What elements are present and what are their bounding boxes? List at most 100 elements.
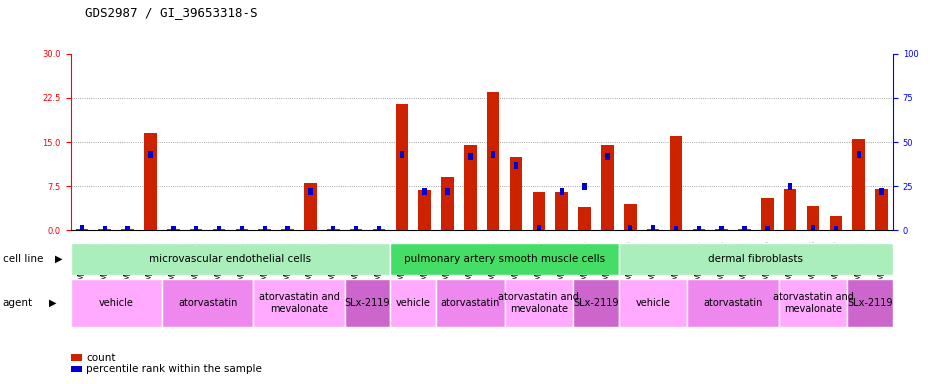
Bar <box>784 189 796 230</box>
Bar <box>305 183 317 230</box>
Bar <box>281 229 294 230</box>
Text: pulmonary artery smooth muscle cells: pulmonary artery smooth muscle cells <box>404 254 605 264</box>
Bar <box>390 279 436 327</box>
Bar <box>377 226 381 233</box>
Bar <box>811 225 815 232</box>
Bar <box>830 216 842 230</box>
Bar <box>619 243 893 275</box>
Text: percentile rank within the sample: percentile rank within the sample <box>86 364 262 374</box>
Bar <box>436 279 505 327</box>
Bar <box>573 279 619 327</box>
Bar <box>605 153 610 160</box>
Bar <box>788 183 792 190</box>
Bar <box>441 177 454 230</box>
Bar <box>834 226 838 233</box>
Bar <box>624 204 636 230</box>
Bar <box>537 225 541 232</box>
Text: dermal fibroblasts: dermal fibroblasts <box>709 254 804 264</box>
Bar <box>308 188 313 195</box>
Text: cell line: cell line <box>3 254 43 264</box>
Bar <box>121 229 133 230</box>
Bar <box>556 192 568 230</box>
Bar <box>149 151 152 158</box>
Bar <box>674 226 678 233</box>
Text: vehicle: vehicle <box>635 298 670 308</box>
Bar <box>687 279 778 327</box>
Bar <box>167 229 180 230</box>
Bar <box>253 279 345 327</box>
Bar <box>847 279 893 327</box>
Bar <box>578 207 591 230</box>
Bar <box>144 133 157 230</box>
Bar <box>738 228 751 230</box>
Bar <box>236 229 248 230</box>
Bar <box>650 225 655 232</box>
Bar <box>99 229 111 230</box>
Text: SLx-2119: SLx-2119 <box>573 298 619 308</box>
Bar <box>880 188 884 195</box>
Bar <box>422 188 427 195</box>
Bar <box>80 225 84 232</box>
Bar <box>75 228 88 230</box>
Text: GDS2987 / GI_39653318-S: GDS2987 / GI_39653318-S <box>85 6 258 19</box>
Bar <box>487 92 499 230</box>
Bar <box>350 229 363 230</box>
Bar <box>171 226 176 233</box>
Bar <box>468 153 473 160</box>
Bar <box>102 226 107 233</box>
Bar <box>693 228 705 230</box>
Bar <box>509 157 523 230</box>
Bar <box>400 151 404 158</box>
Text: atorvastatin and
mevalonate: atorvastatin and mevalonate <box>498 292 579 314</box>
Text: SLx-2119: SLx-2119 <box>847 298 893 308</box>
Bar <box>240 226 244 233</box>
Bar <box>418 190 431 230</box>
Bar <box>514 162 518 169</box>
Text: atorvastatin and
mevalonate: atorvastatin and mevalonate <box>258 292 339 314</box>
Bar <box>162 279 253 327</box>
Bar <box>761 198 774 230</box>
Text: count: count <box>86 353 116 362</box>
Bar <box>446 188 449 195</box>
Bar <box>697 226 701 233</box>
Bar <box>125 226 130 233</box>
Text: atorvastatin: atorvastatin <box>441 298 500 308</box>
Bar <box>372 229 385 230</box>
Bar <box>505 279 573 327</box>
Bar <box>743 226 746 233</box>
Text: SLx-2119: SLx-2119 <box>345 298 390 308</box>
Bar <box>396 104 408 230</box>
Bar <box>262 226 267 233</box>
Bar <box>258 229 271 230</box>
Bar <box>70 243 390 275</box>
Bar <box>327 229 339 230</box>
Bar <box>559 188 564 195</box>
Bar <box>778 279 847 327</box>
Text: vehicle: vehicle <box>99 298 133 308</box>
Bar <box>345 279 390 327</box>
Bar <box>390 243 619 275</box>
Text: ▶: ▶ <box>49 298 56 308</box>
Bar <box>533 192 545 230</box>
Bar <box>194 226 198 233</box>
Bar <box>856 151 861 158</box>
Bar <box>807 206 820 230</box>
Text: atorvastatin: atorvastatin <box>703 298 762 308</box>
Bar <box>715 229 728 230</box>
Bar <box>331 226 336 233</box>
Bar <box>212 229 226 230</box>
Text: vehicle: vehicle <box>396 298 431 308</box>
Bar <box>669 136 682 230</box>
Bar <box>601 145 614 230</box>
Text: ▶: ▶ <box>55 254 62 264</box>
Bar <box>647 229 659 230</box>
Bar <box>719 226 724 233</box>
Bar <box>875 189 888 230</box>
Bar <box>583 183 587 190</box>
Bar <box>853 139 865 230</box>
Bar <box>765 226 770 233</box>
Text: atorvastatin and
mevalonate: atorvastatin and mevalonate <box>773 292 854 314</box>
Bar <box>628 225 633 232</box>
Bar <box>70 279 162 327</box>
Bar <box>619 279 687 327</box>
